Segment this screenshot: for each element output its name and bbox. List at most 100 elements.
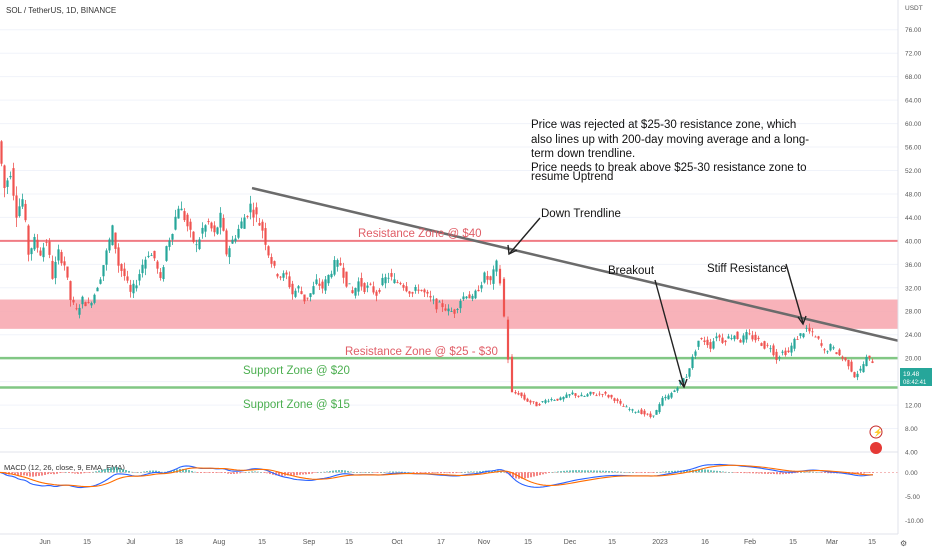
candle-body [658,404,661,413]
candle-body [114,232,117,249]
macd-histogram-bar [371,472,373,473]
candle-body [718,335,721,338]
price-tick-label: 40.00 [905,238,922,245]
candle-body [393,279,396,284]
macd-histogram-bar [419,472,421,473]
candle-body [502,278,506,317]
settings-icon[interactable]: ⚙ [900,539,907,548]
candle-body [384,277,387,284]
macd-histogram-bar [17,472,19,476]
macd-histogram-bar [446,472,448,474]
macd-histogram-bar [626,472,628,473]
macd-histogram-bar [317,472,319,473]
candle-body [619,400,622,404]
flag-icon[interactable] [870,442,882,454]
macd-histogram-bar [335,470,337,473]
macd-histogram-bar [449,472,451,474]
candle-body [799,333,802,336]
candle-body [411,292,414,294]
macd-histogram-bar [296,472,298,476]
candle-body [282,273,285,278]
macd-histogram-bar [749,472,751,474]
candle-body [363,283,366,293]
macd-histogram-bar [203,472,205,473]
macd-histogram-bar [863,472,865,474]
macd-histogram-bar [374,472,376,473]
candle-body [574,393,577,396]
candle-body [345,271,348,287]
macd-histogram-bar [101,469,103,473]
down-trendline [251,186,899,342]
candle-body [556,398,559,401]
macd-histogram-bar [254,471,256,473]
candle-body [168,240,171,247]
macd-histogram-bar [185,469,187,473]
macd-histogram-bar [80,472,82,474]
candle-body [60,252,63,264]
candle-body [0,141,3,164]
candle-body [465,296,468,299]
macd-histogram-bar [29,472,31,477]
last-price-value: 19.48 [903,371,920,378]
candle-body [441,303,444,308]
candle-body [447,308,450,312]
macd-histogram-bar [251,471,253,473]
macd-histogram-bar [479,471,481,473]
candle-body [207,221,210,223]
candle-body [306,297,309,299]
macd-histogram-bar [83,472,85,474]
macd-histogram-bar [566,470,568,473]
macd-histogram-bar [719,471,721,473]
macd-histogram-bar [635,472,637,473]
macd-histogram-bar [518,472,520,479]
macd-histogram-bar [350,471,352,473]
candle-body [871,361,874,363]
candle-body [763,341,766,349]
candle-body [775,351,778,360]
candle-body [480,285,483,289]
candle-body [426,291,429,294]
macd-histogram-bar [68,472,70,473]
candle-body [547,400,550,402]
price-tick-label: 76.00 [905,27,922,34]
macd-histogram-bar [698,469,700,473]
macd-histogram-bar [293,472,295,476]
candle-body [396,282,399,283]
macd-histogram-bar [869,472,871,473]
candle-body [444,308,447,311]
macd-histogram-bar [338,470,340,473]
candle-body [102,265,105,277]
macd-histogram-bar [476,471,478,473]
candle-body [66,266,69,278]
macd-histogram-bar [299,472,301,475]
macd-histogram-bar [785,472,787,474]
macd-histogram-bar [227,472,229,474]
macd-histogram-bar [776,472,778,475]
candle-body [670,393,673,398]
candle-body [781,351,784,353]
macd-histogram-bar [59,472,61,474]
macd-histogram-bar [665,471,667,473]
annotation-arrows [507,217,807,389]
macd-histogram-bar [527,472,529,478]
candle-body [387,277,390,279]
macd-histogram-bar [65,472,67,473]
candle-body [760,343,763,346]
macd-histogram-bar [512,472,514,478]
macd-histogram-bar [806,471,808,473]
breakout-arrowhead [678,378,688,389]
candle-body [30,248,33,255]
candle-body [826,351,829,353]
candle-body [733,335,736,340]
macd-histogram-bar [707,469,709,473]
candle-body [736,331,739,339]
candle-body [598,393,601,395]
candle-body [589,391,592,395]
lightning-icon[interactable] [869,425,883,439]
macd-histogram-bar [770,472,772,474]
candle-body [111,225,114,246]
macd-histogram-bar [440,472,442,474]
